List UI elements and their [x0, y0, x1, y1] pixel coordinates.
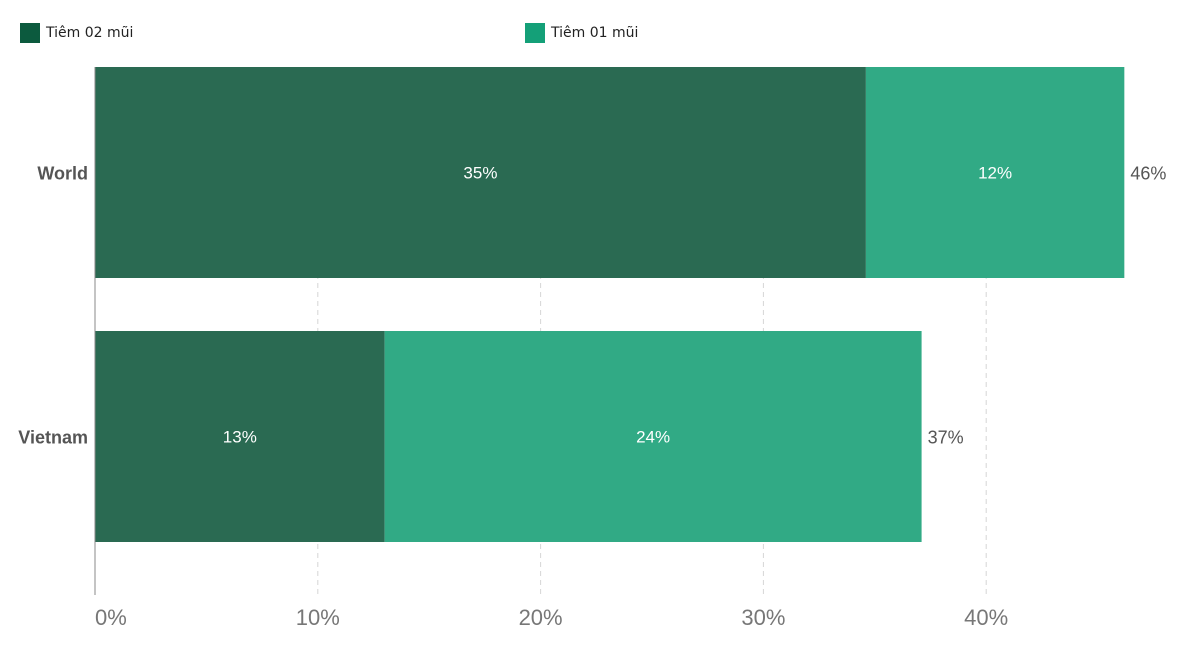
legend-label-1-dose: Tiêm 01 mũi	[551, 25, 639, 41]
legend-item-1-dose: Tiêm 01 mũi	[525, 22, 638, 44]
legend-swatch-1-dose	[525, 23, 545, 43]
category-label-world: World	[37, 164, 88, 184]
x-tick-label-40pct: 40%	[964, 605, 1008, 630]
bar-world-series-0	[95, 67, 866, 278]
bar-vietnam-series-0	[95, 331, 385, 542]
x-tick-label-10pct: 10%	[296, 605, 340, 630]
bar-world-series-1	[865, 67, 1125, 278]
x-tick-label-20pct: 20%	[519, 605, 563, 630]
total-label-vietnam: 37%	[928, 428, 964, 448]
total-label-world: 46%	[1130, 164, 1166, 184]
data-label-world-series-1: 12%	[978, 164, 1012, 183]
data-label-world-series-0: 35%	[463, 164, 497, 183]
x-tick-label-30pct: 30%	[741, 605, 785, 630]
x-tick-label-0pct: 0%	[95, 605, 127, 630]
data-label-vietnam-series-0: 13%	[223, 428, 257, 447]
bar-vietnam-series-1	[384, 331, 922, 542]
legend-item-2-doses: Tiêm 02 mũi	[20, 22, 133, 44]
category-label-vietnam: Vietnam	[18, 428, 88, 448]
data-label-vietnam-series-1: 24%	[636, 428, 670, 447]
legend-label-2-doses: Tiêm 02 mũi	[46, 25, 134, 41]
legend-swatch-2-doses	[20, 23, 40, 43]
